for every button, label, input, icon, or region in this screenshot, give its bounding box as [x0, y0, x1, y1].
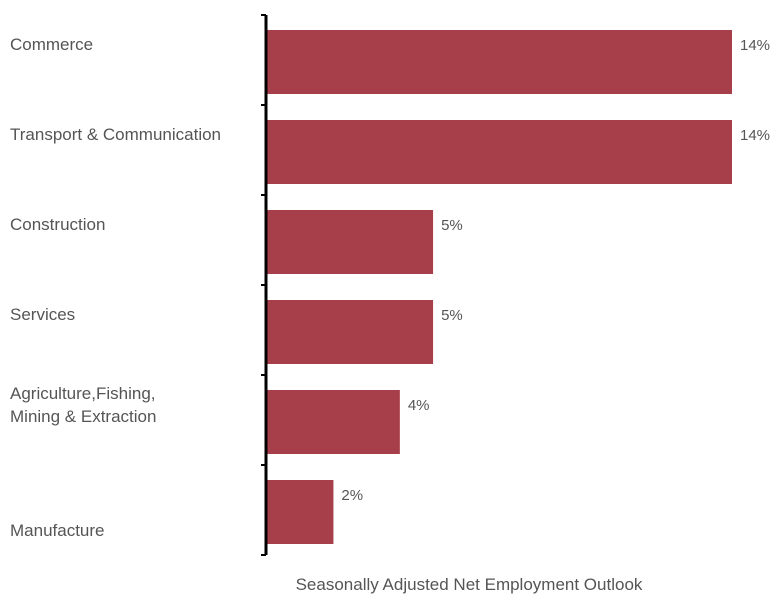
bar	[267, 390, 400, 454]
bar	[267, 480, 334, 544]
bar-value-label: 5%	[441, 217, 463, 234]
bar-value-label: 2%	[341, 487, 363, 504]
category-label: Commerce	[10, 35, 93, 54]
bar-value-label: 14%	[740, 37, 770, 54]
category-label-line: Transport & Communication	[10, 125, 221, 144]
bar	[267, 120, 732, 184]
category-label-line: Commerce	[10, 35, 93, 54]
category-label: Agriculture,Fishing, Mining & Extraction	[10, 384, 156, 426]
category-label-line: Construction	[10, 215, 105, 234]
category-labels-group: Commerce Transport & Communication Constru…	[10, 35, 221, 540]
bar	[267, 210, 434, 274]
category-label: Transport & Communication	[10, 125, 221, 144]
x-axis-title: Seasonally Adjusted Net Employment Outlo…	[296, 575, 643, 594]
value-labels-group: 14% 14% 5% 5% 4% 2%	[341, 37, 770, 504]
bars-group	[267, 30, 732, 544]
category-label: Construction	[10, 215, 105, 234]
category-label-line: Manufacture	[10, 521, 105, 540]
bar	[267, 300, 434, 364]
bar	[267, 30, 732, 94]
y-axis	[261, 14, 268, 556]
bar-value-label: 5%	[441, 307, 463, 324]
category-label-line: Agriculture,Fishing,	[10, 384, 156, 403]
bar-value-label: 14%	[740, 127, 770, 144]
category-label-line: Services	[10, 305, 75, 324]
category-label: Manufacture	[10, 521, 105, 540]
category-label: Services	[10, 305, 75, 324]
category-label-line: Mining & Extraction	[10, 407, 156, 426]
bar-value-label: 4%	[408, 397, 430, 414]
